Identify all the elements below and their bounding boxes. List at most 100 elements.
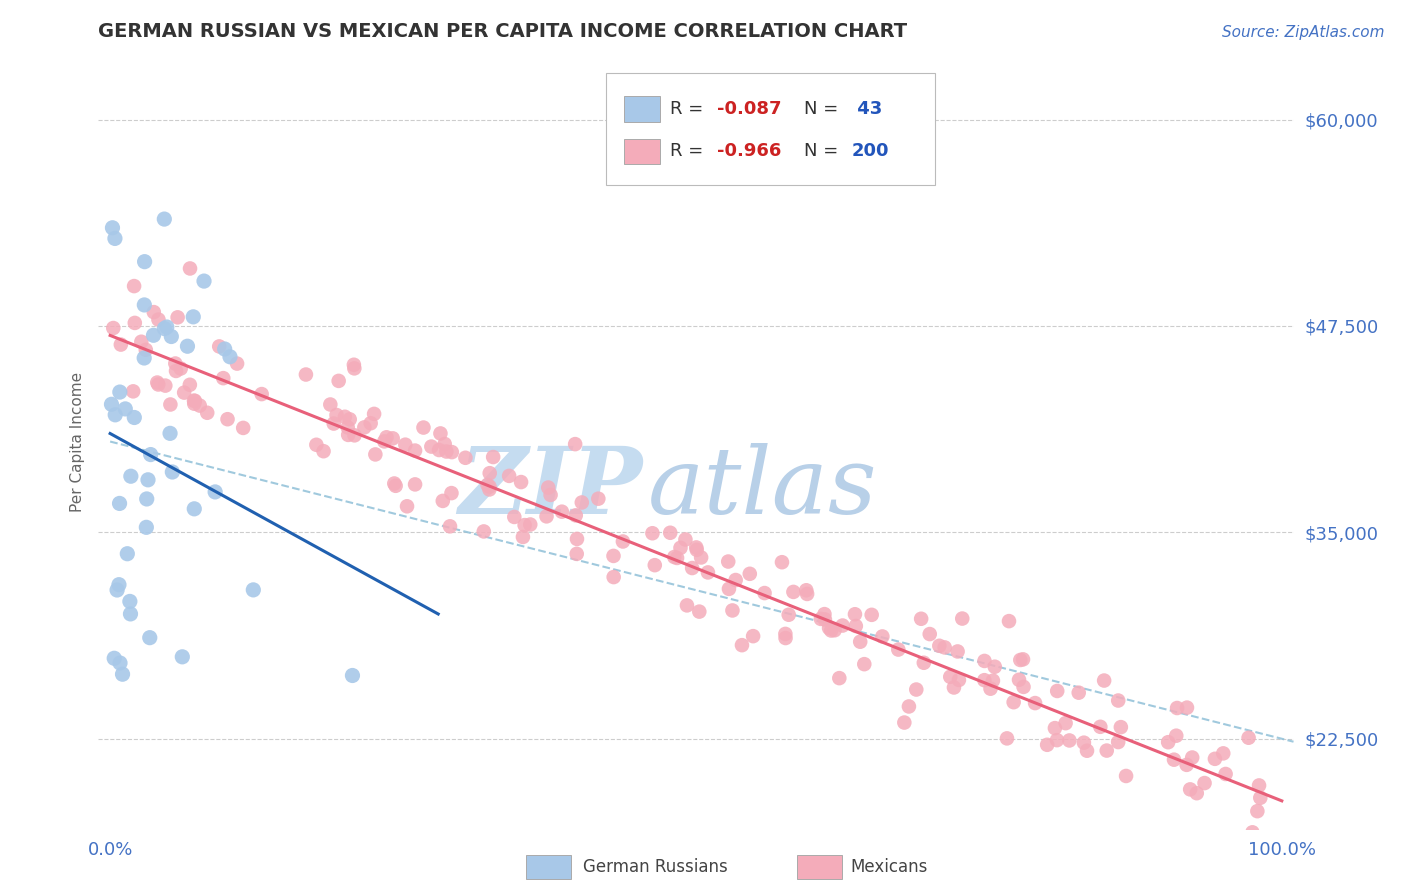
Point <box>295 368 318 382</box>
Point <box>853 657 876 672</box>
Point <box>602 549 624 563</box>
Point <box>1046 684 1069 698</box>
Point <box>394 438 416 452</box>
Point <box>754 586 776 600</box>
Point <box>170 361 193 376</box>
Point <box>439 519 461 533</box>
Text: Source: ZipAtlas.com: Source: ZipAtlas.com <box>1222 25 1385 40</box>
Point <box>738 566 761 581</box>
Point <box>1246 804 1268 818</box>
Point <box>537 481 560 495</box>
Point <box>565 532 588 546</box>
Point <box>810 612 832 626</box>
Text: German Russians: German Russians <box>583 858 728 876</box>
Point <box>343 428 366 442</box>
Point <box>124 316 146 330</box>
Point <box>1024 696 1046 710</box>
Point <box>513 518 536 533</box>
Point <box>118 594 141 608</box>
Point <box>472 524 495 539</box>
Point <box>664 549 686 564</box>
Point <box>676 599 699 613</box>
Point <box>1036 738 1059 752</box>
Point <box>360 417 382 431</box>
Point <box>188 399 211 413</box>
Point <box>794 583 817 598</box>
Point <box>564 508 586 523</box>
Point <box>939 670 962 684</box>
Point <box>101 220 124 235</box>
Text: 200: 200 <box>852 143 889 161</box>
Point <box>897 699 920 714</box>
Point <box>1012 652 1035 666</box>
Point <box>1109 720 1132 734</box>
Point <box>434 444 457 458</box>
Point <box>1092 673 1115 688</box>
Point <box>103 651 125 665</box>
Point <box>831 618 853 632</box>
Point <box>153 212 176 227</box>
Point <box>813 607 835 621</box>
Point <box>440 445 463 459</box>
Point <box>659 525 682 540</box>
Point <box>721 603 744 617</box>
Point <box>328 374 350 388</box>
Point <box>1185 786 1208 800</box>
Point <box>536 509 558 524</box>
Point <box>1181 750 1204 764</box>
Point <box>183 393 205 408</box>
Point <box>104 231 127 245</box>
Point <box>111 667 134 681</box>
Point <box>375 430 398 444</box>
Point <box>910 612 932 626</box>
Point <box>731 638 754 652</box>
Point <box>219 350 242 364</box>
Point <box>159 397 181 411</box>
Point <box>208 339 231 353</box>
Point <box>673 533 696 547</box>
Point <box>724 573 747 587</box>
Point <box>226 357 249 371</box>
Point <box>122 279 145 293</box>
Point <box>110 337 132 351</box>
Point <box>250 387 273 401</box>
Point <box>404 443 426 458</box>
Point <box>159 426 181 441</box>
Point <box>681 561 703 575</box>
Point <box>179 261 201 276</box>
Point <box>105 582 128 597</box>
Point <box>512 530 534 544</box>
Point <box>1090 720 1112 734</box>
Point <box>893 715 915 730</box>
Point <box>1215 767 1237 781</box>
Point <box>872 630 894 644</box>
Point <box>934 640 956 655</box>
Point <box>122 384 145 399</box>
Point <box>998 614 1021 628</box>
Point <box>319 397 342 411</box>
Point <box>103 321 125 335</box>
Text: -0.966: -0.966 <box>717 143 782 161</box>
Point <box>232 421 254 435</box>
Point <box>860 607 883 622</box>
Point <box>979 681 1001 696</box>
Text: ZIP: ZIP <box>458 443 643 533</box>
Text: N =: N = <box>804 100 844 118</box>
Point <box>775 631 797 645</box>
Point <box>612 534 634 549</box>
Point <box>1010 653 1032 667</box>
Point <box>984 659 1007 673</box>
Point <box>1067 686 1090 700</box>
Point <box>148 377 170 392</box>
Point <box>139 448 162 462</box>
Point <box>166 310 188 325</box>
Point <box>184 393 207 408</box>
Point <box>1254 830 1277 845</box>
Point <box>1247 779 1270 793</box>
Point <box>1204 752 1226 766</box>
Point <box>183 397 205 411</box>
Point <box>339 412 361 426</box>
Point <box>644 558 666 573</box>
Point <box>1237 731 1260 745</box>
Point <box>373 434 395 449</box>
